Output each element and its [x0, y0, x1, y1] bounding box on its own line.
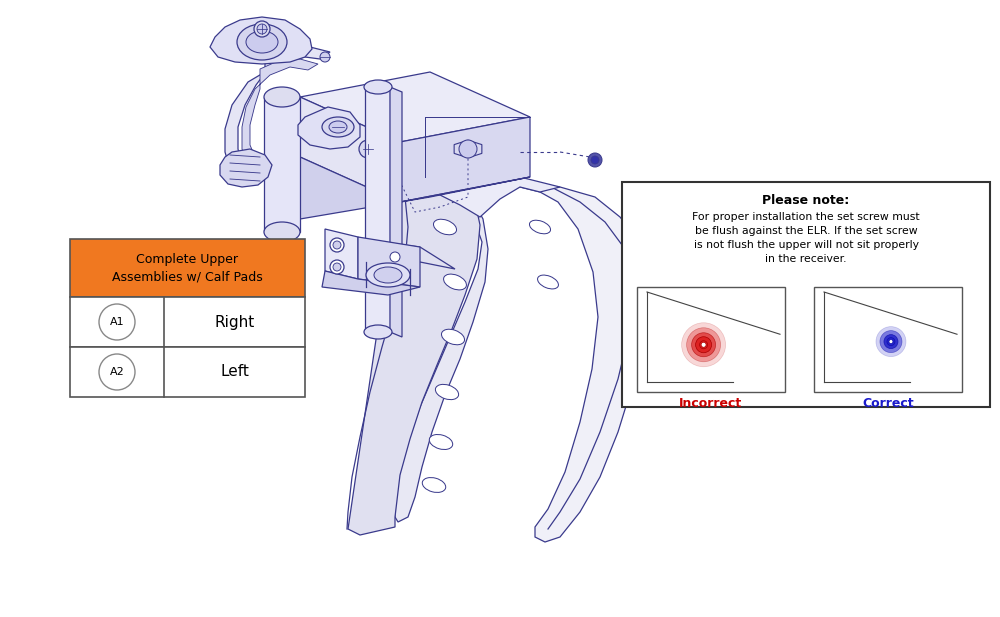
Circle shape — [333, 263, 341, 271]
Circle shape — [99, 304, 135, 340]
Ellipse shape — [441, 329, 465, 345]
FancyBboxPatch shape — [70, 347, 305, 397]
Polygon shape — [365, 87, 390, 332]
Circle shape — [876, 326, 906, 357]
Polygon shape — [390, 87, 402, 337]
Polygon shape — [242, 59, 318, 177]
Circle shape — [682, 323, 726, 366]
Polygon shape — [400, 117, 530, 202]
Polygon shape — [225, 47, 330, 182]
FancyBboxPatch shape — [814, 287, 962, 392]
Circle shape — [359, 140, 377, 158]
Ellipse shape — [264, 222, 300, 242]
Circle shape — [884, 334, 898, 349]
Polygon shape — [210, 17, 312, 64]
Ellipse shape — [374, 267, 402, 283]
Circle shape — [254, 21, 270, 37]
Polygon shape — [300, 157, 530, 219]
Ellipse shape — [264, 87, 300, 107]
Circle shape — [320, 52, 330, 62]
Circle shape — [692, 333, 716, 357]
FancyBboxPatch shape — [70, 297, 305, 347]
Text: Left: Left — [220, 365, 249, 379]
Polygon shape — [298, 107, 360, 149]
Polygon shape — [264, 97, 300, 232]
Circle shape — [257, 24, 267, 34]
Ellipse shape — [422, 478, 446, 492]
Ellipse shape — [444, 274, 466, 290]
Circle shape — [700, 341, 708, 349]
Polygon shape — [220, 149, 272, 187]
Circle shape — [333, 241, 341, 249]
Polygon shape — [358, 237, 420, 287]
Polygon shape — [355, 239, 455, 269]
FancyBboxPatch shape — [622, 182, 990, 407]
Ellipse shape — [322, 117, 354, 137]
Polygon shape — [390, 172, 560, 217]
FancyBboxPatch shape — [70, 239, 305, 297]
Circle shape — [887, 337, 895, 346]
Ellipse shape — [429, 434, 453, 450]
Text: For proper installation the set screw must
be flush against the ELR. If the set : For proper installation the set screw mu… — [692, 212, 920, 264]
Circle shape — [889, 339, 893, 344]
Circle shape — [701, 342, 706, 347]
Polygon shape — [385, 172, 488, 522]
Ellipse shape — [237, 24, 287, 60]
Text: Incorrect: Incorrect — [679, 397, 743, 410]
Ellipse shape — [364, 325, 392, 339]
Polygon shape — [348, 172, 480, 535]
Ellipse shape — [433, 219, 457, 234]
Text: Right: Right — [214, 315, 255, 329]
Text: Please note:: Please note: — [762, 194, 850, 207]
Ellipse shape — [538, 275, 558, 289]
Circle shape — [588, 153, 602, 167]
Ellipse shape — [435, 384, 459, 400]
Circle shape — [880, 331, 902, 352]
Polygon shape — [300, 72, 530, 142]
Text: A2: A2 — [110, 367, 124, 377]
Ellipse shape — [329, 121, 347, 133]
Ellipse shape — [529, 220, 551, 234]
Polygon shape — [322, 271, 420, 295]
Ellipse shape — [364, 80, 392, 94]
Circle shape — [687, 328, 721, 362]
Polygon shape — [520, 187, 650, 542]
Circle shape — [696, 337, 712, 353]
Circle shape — [99, 354, 135, 390]
Text: Correct: Correct — [862, 397, 914, 410]
Text: A1: A1 — [110, 317, 124, 327]
Ellipse shape — [366, 263, 410, 287]
Circle shape — [459, 140, 477, 158]
Circle shape — [330, 260, 344, 274]
Ellipse shape — [246, 31, 278, 53]
Circle shape — [591, 156, 599, 164]
Circle shape — [390, 252, 400, 262]
FancyBboxPatch shape — [637, 287, 785, 392]
Text: Complete Upper
Assemblies w/ Calf Pads: Complete Upper Assemblies w/ Calf Pads — [112, 253, 263, 283]
Polygon shape — [325, 229, 358, 279]
Polygon shape — [454, 140, 482, 158]
Circle shape — [330, 238, 344, 252]
Polygon shape — [300, 97, 400, 202]
